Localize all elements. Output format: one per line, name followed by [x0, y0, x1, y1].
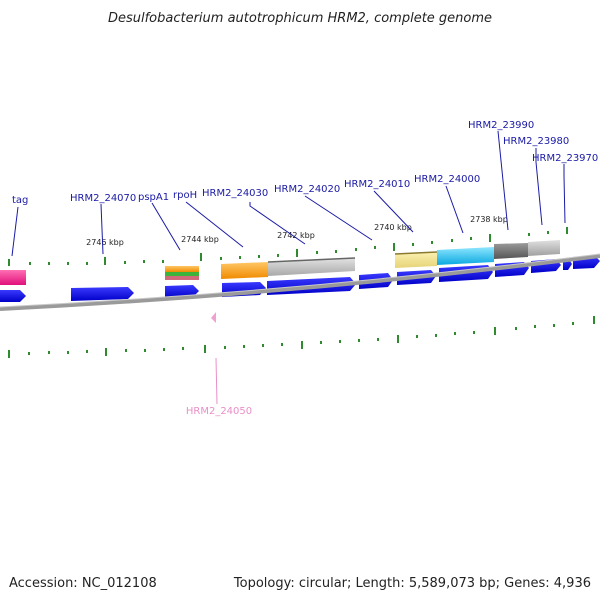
- gene-label-hrm2-23990[interactable]: HRM2_23990: [468, 120, 534, 131]
- tick-label-2742: 2742 kbp: [277, 231, 315, 240]
- feature-hrm2-24030[interactable]: [268, 258, 355, 276]
- gene-label-hrm2-24010[interactable]: HRM2_24010: [344, 179, 410, 190]
- tick-label-2746: 2746 kbp: [86, 238, 124, 247]
- gene-label-hrm2-24000[interactable]: HRM2_24000: [414, 174, 480, 185]
- inner-tick-row: [28, 322, 574, 355]
- feature-tag[interactable]: [0, 270, 26, 285]
- gene-label-pspa1[interactable]: pspA1: [138, 192, 169, 203]
- gene-arrow-tag[interactable]: [0, 290, 26, 302]
- gene-arrow-hrm2-24070[interactable]: [71, 287, 134, 301]
- leader-hrm2-24050: [215, 357, 218, 405]
- tick-label-2744: 2744 kbp: [181, 235, 219, 244]
- feature-hrm2-23990[interactable]: [494, 243, 528, 259]
- inner-major-ticks: [8, 316, 595, 358]
- gene-label-hrm2-24030[interactable]: HRM2_24030: [202, 188, 268, 199]
- gene-arrow-hrm2-24050[interactable]: [211, 312, 216, 323]
- feature-pspa1-green[interactable]: [165, 272, 199, 276]
- gene-label-rpoh[interactable]: rpoH: [173, 190, 197, 201]
- genome-title: Desulfobacterium autotrophicum HRM2, com…: [108, 11, 492, 26]
- gene-label-hrm2-24050[interactable]: HRM2_24050: [186, 406, 252, 417]
- gene-label-hrm2-23980[interactable]: HRM2_23980: [503, 136, 569, 147]
- feature-hrm2-24000[interactable]: [437, 247, 494, 265]
- gene-label-hrm2-23970[interactable]: HRM2_23970: [532, 153, 598, 164]
- feature-pspa1-orange[interactable]: [165, 266, 199, 272]
- feature-hrm2-24010[interactable]: [395, 252, 437, 268]
- genome-backbone: [0, 254, 600, 311]
- gene-label-tag[interactable]: tag: [12, 195, 28, 206]
- gene-label-hrm2-24020[interactable]: HRM2_24020: [274, 184, 340, 195]
- feature-pspa1-red[interactable]: [165, 276, 199, 280]
- feature-track: [0, 240, 560, 285]
- label-leader-lines: [11, 130, 566, 257]
- tick-label-2740: 2740 kbp: [374, 223, 412, 232]
- tick-label-2738: 2738 kbp: [470, 215, 508, 224]
- feature-rpoh[interactable]: [221, 262, 268, 279]
- gene-label-hrm2-24070[interactable]: HRM2_24070: [70, 193, 136, 204]
- accession-text: Accession: NC_012108: [9, 576, 157, 591]
- outer-major-ticks: [8, 227, 568, 266]
- feature-hrm2-23980[interactable]: [528, 240, 560, 256]
- outer-tick-row: [29, 231, 549, 265]
- genome-summary-text: Topology: circular; Length: 5,589,073 bp…: [233, 576, 591, 591]
